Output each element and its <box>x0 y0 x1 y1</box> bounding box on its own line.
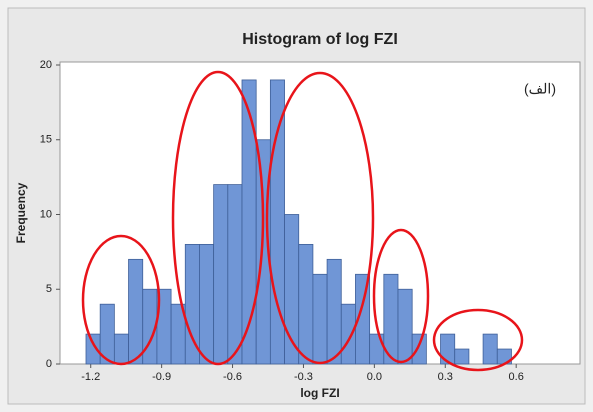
ellipse <box>432 308 524 372</box>
y-axis-label: Frequency <box>14 182 28 243</box>
y-tick-label: 15 <box>40 134 52 146</box>
highlight-ellipses <box>81 70 524 372</box>
ellipse <box>81 234 161 366</box>
bar <box>113 333 129 365</box>
bar <box>482 333 498 365</box>
bar <box>199 243 215 365</box>
x-tick-label: 0.6 <box>509 371 524 383</box>
ellipse <box>372 228 430 364</box>
bar <box>312 273 328 365</box>
x-tick-label: -1.2 <box>81 371 100 383</box>
chart-title: Histogram of log FZI <box>242 31 398 48</box>
bar <box>369 333 385 365</box>
bar <box>454 348 470 365</box>
bar <box>355 273 371 365</box>
annotation: (الف) <box>524 81 556 97</box>
ellipse <box>171 70 265 366</box>
y-tick-label: 5 <box>46 283 52 295</box>
bar <box>340 303 356 365</box>
bar <box>227 184 243 365</box>
x-tick-label: 0.3 <box>438 371 453 383</box>
bar <box>128 258 144 365</box>
y-tick-label: 10 <box>40 208 52 220</box>
y-tick-label: 20 <box>40 59 52 71</box>
bar <box>411 333 427 365</box>
x-tick-label: 0.0 <box>367 371 382 383</box>
bar <box>326 258 342 365</box>
y-tick-label: 0 <box>46 358 52 370</box>
bar <box>298 243 314 365</box>
bar <box>397 288 413 365</box>
x-tick-label: -0.6 <box>223 371 242 383</box>
bar <box>213 184 229 365</box>
x-tick-label: -0.3 <box>294 371 313 383</box>
ellipse <box>265 71 375 365</box>
x-axis-label: log FZI <box>300 386 339 400</box>
x-tick-label: -0.9 <box>152 371 171 383</box>
